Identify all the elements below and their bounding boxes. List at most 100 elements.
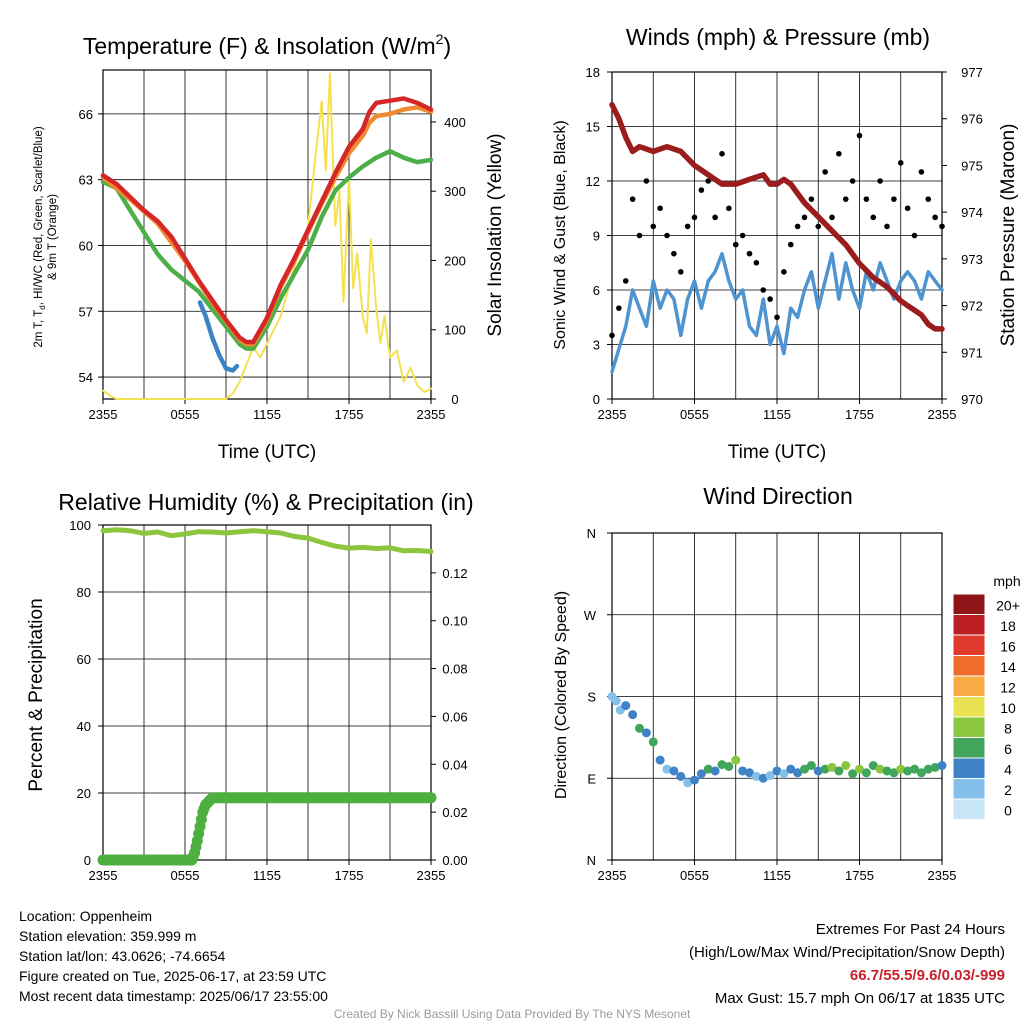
winds-ytick-right-label: 977 (961, 65, 983, 80)
gust-point (726, 205, 732, 212)
legend-label: 2 (1004, 782, 1012, 798)
direction-point (751, 771, 761, 781)
rh-ylabel: Percent & Precipitation (26, 598, 47, 791)
temp-xlabel: Time (UTC) (218, 442, 317, 463)
direction-point (806, 761, 816, 771)
direction-point (827, 762, 837, 772)
temp-ytick-right-label: 300 (444, 184, 466, 199)
gust-point (712, 214, 718, 221)
legend-swatch (952, 655, 986, 677)
rh-ytick-right-label: 0.02 (442, 805, 467, 820)
gust-point (891, 196, 897, 202)
gust-point (616, 305, 622, 311)
dir-xtick-label: 2355 (928, 868, 957, 883)
dir-xtick-label: 1755 (845, 868, 874, 883)
info-latlon: Station lat/lon: 43.0626; -74.6654 (19, 948, 226, 964)
winds-ytick-right-label: 976 (961, 112, 983, 127)
gust-point (911, 232, 918, 239)
gust-point (671, 250, 677, 257)
gust-point (698, 187, 705, 193)
gust-point (705, 178, 712, 184)
direction-point (676, 771, 686, 781)
gust-point (870, 214, 877, 221)
direction-point (937, 761, 947, 771)
gust-point (925, 196, 932, 202)
rh-xtick-label: 2355 (417, 868, 446, 883)
winds-xtick-label: 2355 (928, 407, 957, 422)
gust-point (774, 314, 780, 321)
gust-point (863, 196, 870, 202)
gust-point (684, 223, 691, 230)
info-timestamp: Most recent data timestamp: 2025/06/17 2… (19, 988, 328, 1004)
legend-label: 12 (1000, 680, 1016, 696)
winds-xtick-label: 1155 (763, 407, 791, 422)
direction-point (889, 768, 899, 778)
rh-ytick-label: 100 (69, 518, 91, 533)
rh-ytick-right-label: 0.08 (442, 662, 467, 677)
extremes-panel: Extremes For Past 24 Hours (High/Low/Max… (689, 918, 1005, 1010)
legend-label: 14 (1000, 659, 1016, 675)
winds-ytick-right-label: 970 (961, 392, 983, 407)
temp-xtick-label: 1755 (335, 407, 364, 422)
direction-point (868, 761, 878, 771)
winds-xtick-label: 0555 (680, 407, 709, 422)
direction-point (641, 728, 651, 738)
legend-swatch (952, 798, 986, 820)
dir-ytick-label: S (587, 690, 596, 705)
winds-ytick-label: 3 (593, 338, 600, 353)
rh-ytick-right-label: 0.04 (442, 757, 467, 772)
gust-point (808, 196, 815, 202)
gust-point (732, 241, 739, 248)
winds-ytick-label: 18 (586, 65, 600, 80)
winds-xtick-label: 2355 (598, 407, 627, 422)
rh-ytick-right-label: 0.06 (442, 709, 467, 724)
gust-point (801, 214, 808, 221)
extremes-title: Extremes For Past 24 Hours (815, 921, 1005, 938)
temp-ytick-label: 57 (79, 304, 93, 319)
direction-point (779, 769, 789, 779)
legend-swatch (952, 634, 986, 656)
direction-point (848, 769, 858, 779)
direction-point (628, 710, 638, 720)
gust-point (650, 223, 657, 230)
direction-point (930, 762, 940, 772)
direction-point (793, 768, 803, 778)
gust-point (622, 278, 629, 284)
temp-ytick-label: 63 (79, 173, 93, 188)
direction-point (738, 766, 748, 776)
direction-point (696, 769, 706, 779)
legend-label: 8 (1004, 721, 1012, 737)
dir-xtick-label: 2355 (598, 868, 627, 883)
direction-point (669, 766, 679, 776)
winds-ytick-right-label: 971 (961, 345, 983, 360)
rh-ytick-label: 20 (77, 786, 91, 801)
direction-point (834, 766, 844, 776)
direction-point (703, 764, 713, 774)
temp-ylabel: 2m T, Td, HI/WC (Red, Green, Scarlet/Blu… (33, 126, 47, 347)
legend-swatch (952, 757, 986, 779)
winds-ytick-label: 15 (586, 120, 600, 135)
info-elevation: Station elevation: 359.999 m (19, 928, 197, 944)
direction-point (655, 755, 665, 765)
pressure-line (609, 101, 945, 332)
legend-label: 20+ (996, 598, 1020, 614)
temperature-chart: 2355 0555 1155 1755 2355 54 57 60 63 66 0 100 200 300… (33, 31, 506, 463)
direction-point (717, 760, 727, 770)
direction-point (841, 761, 851, 771)
temp-ytick-right-label: 0 (451, 392, 458, 407)
rh-chart-title: Relative Humidity (%) & Precipitation (i… (58, 489, 473, 515)
winds-xtick-label: 1755 (845, 407, 874, 422)
rh-xtick-label: 0555 (171, 868, 200, 883)
winds-xlabel: Time (UTC) (728, 442, 827, 463)
sonic-wind-line (610, 251, 944, 374)
direction-point (786, 764, 796, 774)
gust-point (760, 287, 767, 293)
legend-label: 6 (1004, 741, 1012, 757)
gust-point (677, 269, 684, 275)
temp-ytick-right-label: 400 (444, 115, 466, 130)
precip-point (425, 792, 437, 804)
station-info: Location: Oppenheim Station elevation: 3… (19, 906, 328, 1006)
legend-label: 0 (1004, 803, 1012, 819)
